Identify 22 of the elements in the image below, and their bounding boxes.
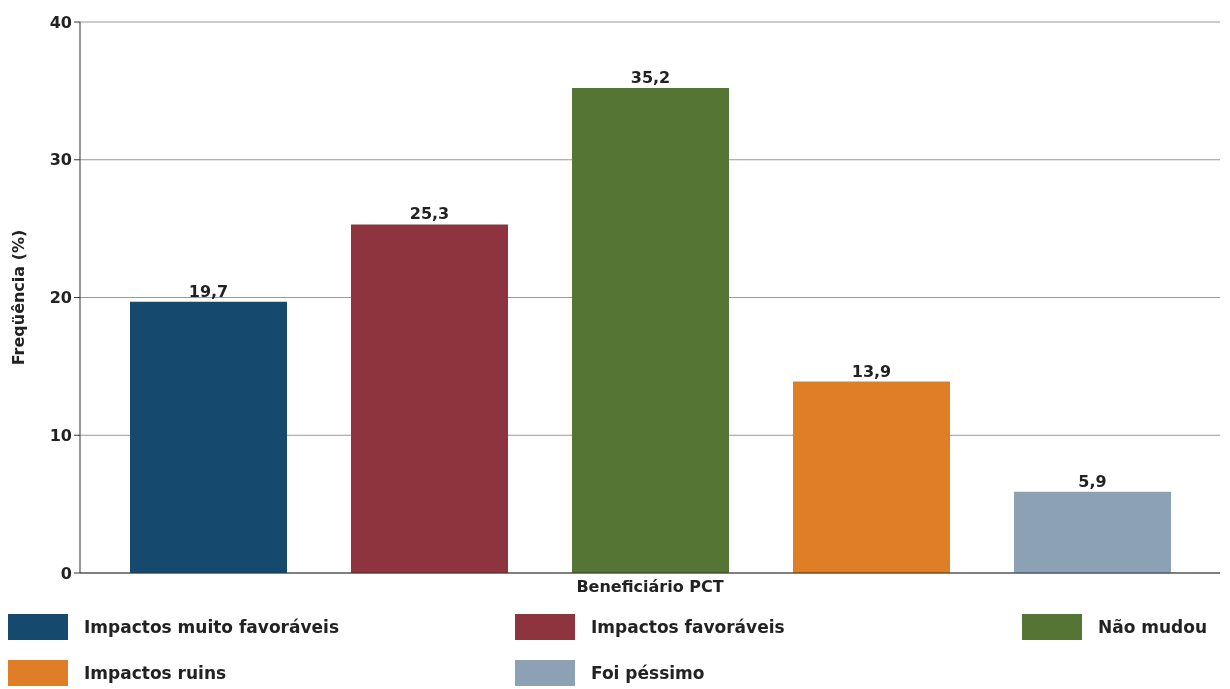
data-label: 5,9 bbox=[1078, 471, 1107, 491]
y-tick-label: 20 bbox=[49, 288, 72, 308]
bar bbox=[793, 381, 950, 573]
y-tick-label: 0 bbox=[60, 563, 72, 583]
data-label: 13,9 bbox=[851, 361, 892, 381]
y-tick-label: 30 bbox=[49, 150, 72, 170]
data-label: 35,2 bbox=[630, 68, 671, 88]
legend-label: Não mudou bbox=[1098, 617, 1208, 637]
y-tick-label: 10 bbox=[49, 425, 72, 445]
legend-label: Impactos ruins bbox=[84, 663, 227, 683]
y-axis-title: Freqüência (%) bbox=[8, 229, 28, 366]
data-label: 25,3 bbox=[409, 204, 450, 224]
data-label: 19,7 bbox=[188, 281, 229, 301]
x-tick-label: Beneficiário PCT bbox=[576, 577, 724, 597]
bar bbox=[1014, 491, 1171, 573]
bar bbox=[351, 224, 508, 573]
bar bbox=[130, 301, 287, 573]
legend-label: Foi péssimo bbox=[591, 663, 705, 683]
legend-label: Impactos favoráveis bbox=[591, 617, 785, 637]
y-tick-label: 40 bbox=[49, 12, 72, 32]
bar bbox=[572, 88, 729, 573]
legend-label: Impactos muito favoráveis bbox=[84, 617, 340, 637]
